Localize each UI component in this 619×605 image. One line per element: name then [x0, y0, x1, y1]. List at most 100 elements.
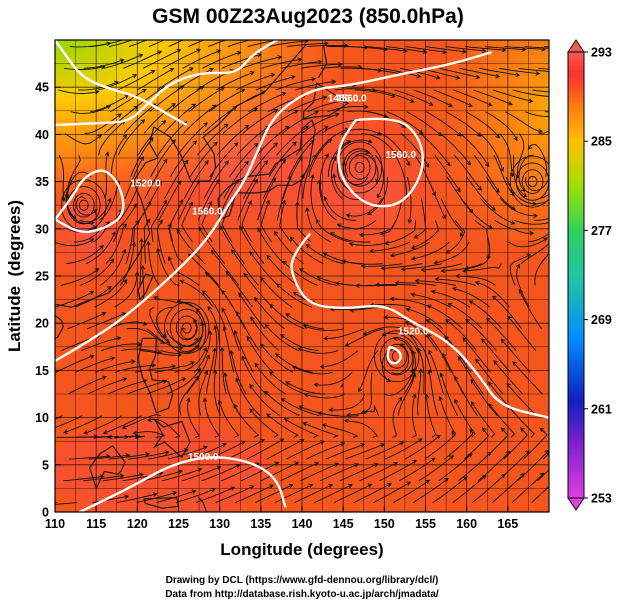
- streamline-arrow: [465, 318, 470, 324]
- streamline-arrow: [178, 345, 184, 351]
- streamline-arrow: [63, 429, 68, 434]
- streamline: [123, 50, 162, 69]
- streamline: [426, 319, 458, 351]
- streamline: [471, 401, 496, 438]
- streamline: [122, 414, 162, 429]
- streamline: [247, 40, 282, 48]
- streamline: [439, 396, 456, 438]
- y-tick-label: 0: [42, 506, 49, 520]
- streamline: [327, 140, 351, 177]
- streamline-arrow: [528, 98, 534, 104]
- streamline: [391, 343, 409, 375]
- streamline-arrow: [202, 346, 207, 352]
- streamline-arrow: [205, 354, 210, 360]
- streamline: [176, 68, 214, 91]
- streamline: [460, 198, 493, 229]
- streamline: [189, 141, 218, 178]
- streamline: [385, 438, 423, 460]
- streamline: [221, 53, 262, 69]
- streamline-arrow: [426, 333, 432, 339]
- streamline-arrow: [367, 483, 373, 488]
- streamline: [539, 130, 549, 134]
- streamline-arrow: [269, 484, 274, 489]
- streamline: [511, 472, 545, 503]
- y-axis-ticks: 0 5 10 15 20 25 30 35 40 45: [35, 81, 61, 520]
- streamline-arrow: [185, 397, 191, 403]
- streamline-arrow: [241, 355, 246, 361]
- streamline-arrow: [358, 232, 364, 238]
- streamline: [531, 485, 549, 503]
- streamline: [275, 353, 313, 373]
- streamline-arrow: [413, 234, 419, 239]
- streamline: [540, 252, 549, 264]
- streamline: [444, 429, 474, 460]
- streamline: [534, 252, 549, 286]
- streamline: [292, 366, 333, 375]
- streamline-arrow: [334, 462, 340, 467]
- streamline-arrow: [254, 362, 259, 368]
- streamline: [426, 394, 437, 438]
- streamline: [393, 480, 430, 503]
- streamline: [503, 427, 529, 460]
- streamline: [218, 400, 240, 438]
- streamline-arrow: [266, 413, 271, 418]
- streamline-arrow: [281, 199, 287, 205]
- streamline-arrow: [445, 319, 451, 324]
- streamline: [301, 63, 342, 69]
- streamline-arrow: [264, 35, 268, 39]
- streamline: [106, 321, 147, 330]
- streamline: [143, 219, 151, 264]
- streamline: [113, 203, 137, 243]
- colorbar-tick-label: 269: [591, 313, 612, 327]
- streamline-arrow: [409, 98, 415, 103]
- streamline: [117, 119, 145, 156]
- streamline: [260, 200, 272, 243]
- streamline: [320, 350, 359, 368]
- streamline: [342, 260, 383, 265]
- streamline-arrow: [219, 346, 225, 352]
- streamline: [55, 355, 95, 373]
- streamline-arrow: [550, 95, 554, 99]
- streamline-arrow: [281, 158, 286, 164]
- streamline-arrow: [428, 101, 434, 106]
- streamline-arrow: [459, 232, 464, 238]
- streamline: [142, 49, 181, 69]
- streamline-arrow: [331, 173, 337, 179]
- streamline: [274, 231, 304, 265]
- streamline-arrow: [150, 69, 156, 75]
- x-tick-label: 165: [497, 517, 518, 531]
- streamline: [365, 441, 404, 460]
- contour-line: [386, 345, 402, 365]
- streamline-arrow: [341, 161, 347, 167]
- streamline: [157, 121, 187, 156]
- streamline-arrow: [369, 248, 374, 254]
- streamline-arrow: [302, 324, 308, 330]
- streamline-arrow: [367, 211, 373, 216]
- streamline-arrow: [488, 224, 493, 229]
- streamline-arrow: [273, 108, 279, 114]
- streamline-arrow: [425, 319, 431, 324]
- streamline-arrow: [216, 49, 222, 54]
- streamline: [268, 141, 297, 178]
- streamline: [261, 58, 302, 69]
- streamline: [453, 154, 482, 191]
- streamline: [310, 174, 318, 221]
- streamline: [288, 140, 315, 178]
- streamline: [390, 241, 430, 257]
- x-tick-label: 160: [456, 517, 477, 531]
- streamline-arrow: [234, 179, 239, 184]
- streamline: [398, 457, 436, 482]
- streamline-arrow: [488, 403, 494, 409]
- vortex-ring: [374, 330, 420, 383]
- streamline-arrow: [102, 429, 108, 435]
- streamline: [285, 313, 325, 330]
- streamline-arrow: [477, 186, 482, 191]
- streamline: [513, 155, 527, 197]
- streamline-arrow: [211, 487, 216, 493]
- streamline: [485, 111, 518, 141]
- streamline: [55, 502, 78, 506]
- streamline: [241, 356, 267, 395]
- streamline-arrow: [551, 220, 555, 224]
- streamline-arrow: [305, 244, 311, 249]
- streamline-arrow: [179, 279, 185, 284]
